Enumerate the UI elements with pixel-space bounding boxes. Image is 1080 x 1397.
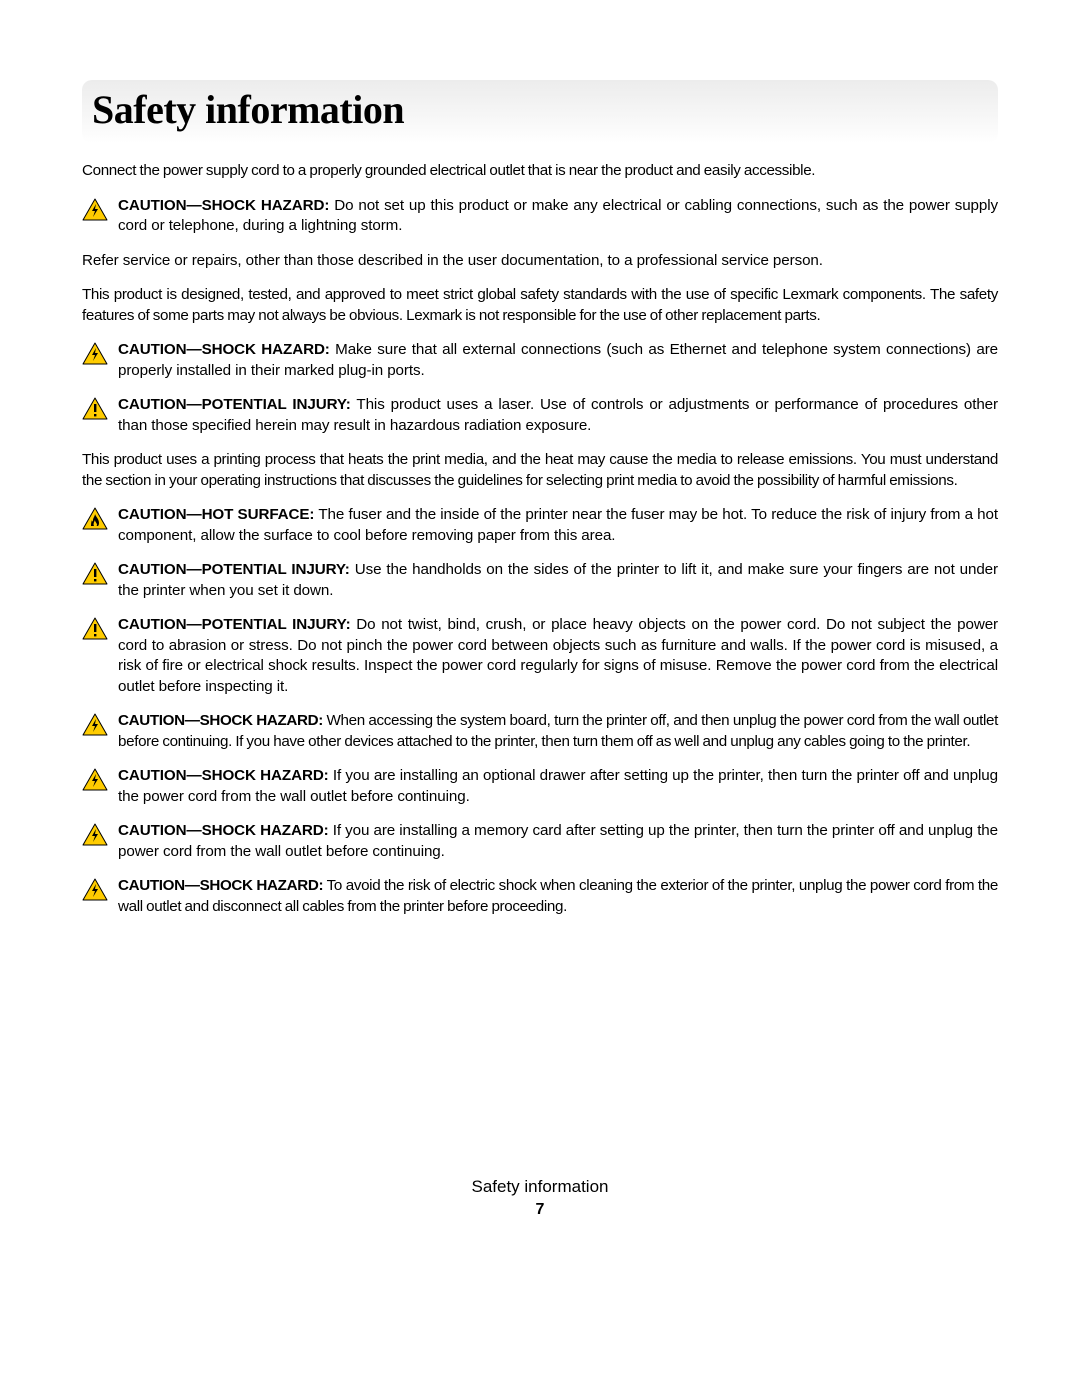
caution-text: CAUTION—SHOCK HAZARD: Do not set up this… <box>118 196 998 237</box>
caution-item: CAUTION—SHOCK HAZARD: Do not set up this… <box>82 196 998 237</box>
caution-item: CAUTION—SHOCK HAZARD: If you are install… <box>82 766 998 807</box>
caution-item: CAUTION—POTENTIAL INJURY: Do not twist, … <box>82 615 998 697</box>
caution-item: CAUTION—SHOCK HAZARD: If you are install… <box>82 821 998 862</box>
caution-label: CAUTION—POTENTIAL INJURY: <box>118 616 351 633</box>
caution-text: CAUTION—SHOCK HAZARD: If you are install… <box>118 766 998 807</box>
para-printing-process: This product uses a printing process tha… <box>82 450 998 491</box>
caution-label: CAUTION—SHOCK HAZARD: <box>118 767 329 784</box>
caution-text: CAUTION—SHOCK HAZARD: When accessing the… <box>118 711 998 752</box>
hot-surface-icon <box>82 507 108 531</box>
shock-hazard-icon <box>82 713 108 737</box>
para-design: This product is designed, tested, and ap… <box>82 285 998 326</box>
page-number: 7 <box>82 1201 998 1219</box>
shock-hazard-icon <box>82 342 108 366</box>
caution-label: CAUTION—POTENTIAL INJURY: <box>118 396 351 413</box>
caution-label: CAUTION—POTENTIAL INJURY: <box>118 561 350 578</box>
caution-label: CAUTION—SHOCK HAZARD: <box>118 822 329 839</box>
caution-text: CAUTION—SHOCK HAZARD: If you are install… <box>118 821 998 862</box>
footer-title: Safety information <box>82 1177 998 1197</box>
caution-item: CAUTION—POTENTIAL INJURY: This product u… <box>82 395 998 436</box>
shock-hazard-icon <box>82 198 108 222</box>
caution-item: CAUTION—SHOCK HAZARD: When accessing the… <box>82 711 998 752</box>
page-title: Safety information <box>92 86 988 133</box>
para-service: Refer service or repairs, other than tho… <box>82 251 998 272</box>
intro-paragraph: Connect the power supply cord to a prope… <box>82 161 998 182</box>
page-footer: Safety information 7 <box>82 1177 998 1219</box>
caution-text: CAUTION—SHOCK HAZARD: Make sure that all… <box>118 340 998 381</box>
warning-icon <box>82 617 108 641</box>
caution-item: CAUTION—HOT SURFACE: The fuser and the i… <box>82 505 998 546</box>
caution-text: CAUTION—POTENTIAL INJURY: Use the handho… <box>118 560 998 601</box>
caution-label: CAUTION—SHOCK HAZARD: <box>118 197 329 214</box>
shock-hazard-icon <box>82 823 108 847</box>
caution-item: CAUTION—SHOCK HAZARD: To avoid the risk … <box>82 876 998 917</box>
caution-text: CAUTION—POTENTIAL INJURY: Do not twist, … <box>118 615 998 697</box>
shock-hazard-icon <box>82 878 108 902</box>
caution-label: CAUTION—SHOCK HAZARD: <box>118 341 330 358</box>
caution-item: CAUTION—SHOCK HAZARD: Make sure that all… <box>82 340 998 381</box>
shock-hazard-icon <box>82 768 108 792</box>
caution-item: CAUTION—POTENTIAL INJURY: Use the handho… <box>82 560 998 601</box>
caution-label: CAUTION—SHOCK HAZARD: <box>118 712 323 729</box>
caution-label: CAUTION—HOT SURFACE: <box>118 506 314 523</box>
caution-text: CAUTION—SHOCK HAZARD: To avoid the risk … <box>118 876 998 917</box>
caution-text: CAUTION—POTENTIAL INJURY: This product u… <box>118 395 998 436</box>
caution-text: CAUTION—HOT SURFACE: The fuser and the i… <box>118 505 998 546</box>
warning-icon <box>82 397 108 421</box>
title-bar: Safety information <box>82 80 998 143</box>
warning-icon <box>82 562 108 586</box>
page-content: Safety information Connect the power sup… <box>0 0 1080 1259</box>
caution-label: CAUTION—SHOCK HAZARD: <box>118 877 323 894</box>
